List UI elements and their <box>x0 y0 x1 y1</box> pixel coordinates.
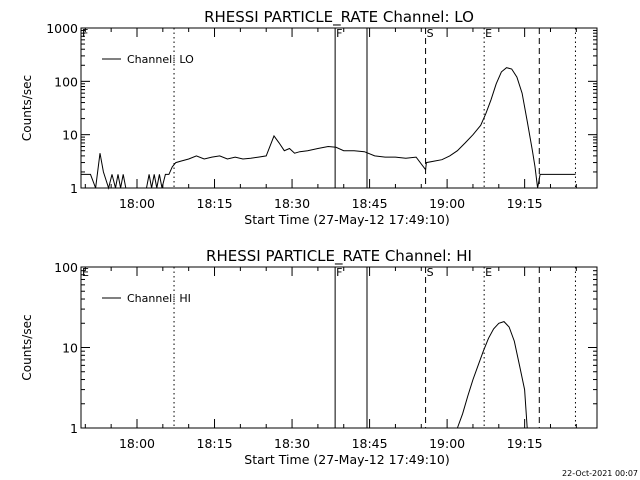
x-tick-label: 18:45 <box>352 436 388 451</box>
y-axis-label: Counts/sec <box>20 314 34 380</box>
x-tick-label: 18:30 <box>274 436 310 451</box>
chart-title: RHESSI PARTICLE_RATE Channel: HI <box>206 247 472 266</box>
y-tick-label: 1000 <box>46 21 78 36</box>
legend-entry: Channel: HI <box>127 292 191 305</box>
x-tick-label: 18:00 <box>119 196 155 211</box>
marker-label: S <box>427 266 434 279</box>
y-tick-label: 1 <box>70 421 78 436</box>
x-tick-label: 18:15 <box>197 436 233 451</box>
marker-label: F <box>336 266 342 279</box>
marker-label: S <box>427 27 434 40</box>
marker-label: F <box>336 27 342 40</box>
series-line-1 <box>456 321 528 429</box>
legend-entry: Channel: LO <box>127 53 194 66</box>
marker-label: E <box>485 266 492 279</box>
marker-label: E <box>485 27 492 40</box>
x-tick-label: 18:15 <box>197 196 233 211</box>
marker-label: E <box>82 266 89 279</box>
plot-frame <box>80 27 598 189</box>
x-tick-label: 19:00 <box>429 196 465 211</box>
y-tick-label: 10 <box>62 128 78 143</box>
x-tick-label: 18:45 <box>352 196 388 211</box>
x-tick-label: 18:00 <box>119 436 155 451</box>
x-axis-label: Start Time (27-May-12 17:49:10) <box>244 212 449 227</box>
chart-panel-2: RHESSI PARTICLE_RATE Channel: HI Counts/s… <box>20 247 598 467</box>
y-tick-label: 1 <box>70 181 78 196</box>
footer-timestamp: 22-Oct-2021 00:07 <box>562 469 638 478</box>
x-tick-label: 18:30 <box>274 196 310 211</box>
y-tick-label: 100 <box>54 74 78 89</box>
x-tick-label: 19:15 <box>507 436 543 451</box>
x-tick-label: 19:00 <box>429 436 465 451</box>
x-tick-label: 19:15 <box>507 196 543 211</box>
chart-title: RHESSI PARTICLE_RATE Channel: LO <box>204 8 474 27</box>
marker-label: F <box>82 27 88 40</box>
y-tick-label: 10 <box>62 341 78 356</box>
y-tick-label: 100 <box>54 260 78 275</box>
chart-panel-1: RHESSI PARTICLE_RATE Channel: LO Counts/s… <box>20 8 598 227</box>
y-axis-label: Counts/sec <box>20 75 34 141</box>
series-line-1 <box>81 67 576 190</box>
x-axis-label: Start Time (27-May-12 17:49:10) <box>244 452 449 467</box>
